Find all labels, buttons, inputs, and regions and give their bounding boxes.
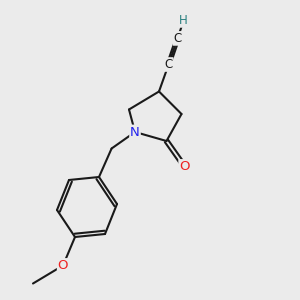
Text: O: O <box>179 160 190 173</box>
Text: C: C <box>164 58 173 71</box>
Text: C: C <box>173 32 182 45</box>
Text: O: O <box>58 259 68 272</box>
Text: H: H <box>179 14 188 27</box>
Text: N: N <box>130 125 140 139</box>
